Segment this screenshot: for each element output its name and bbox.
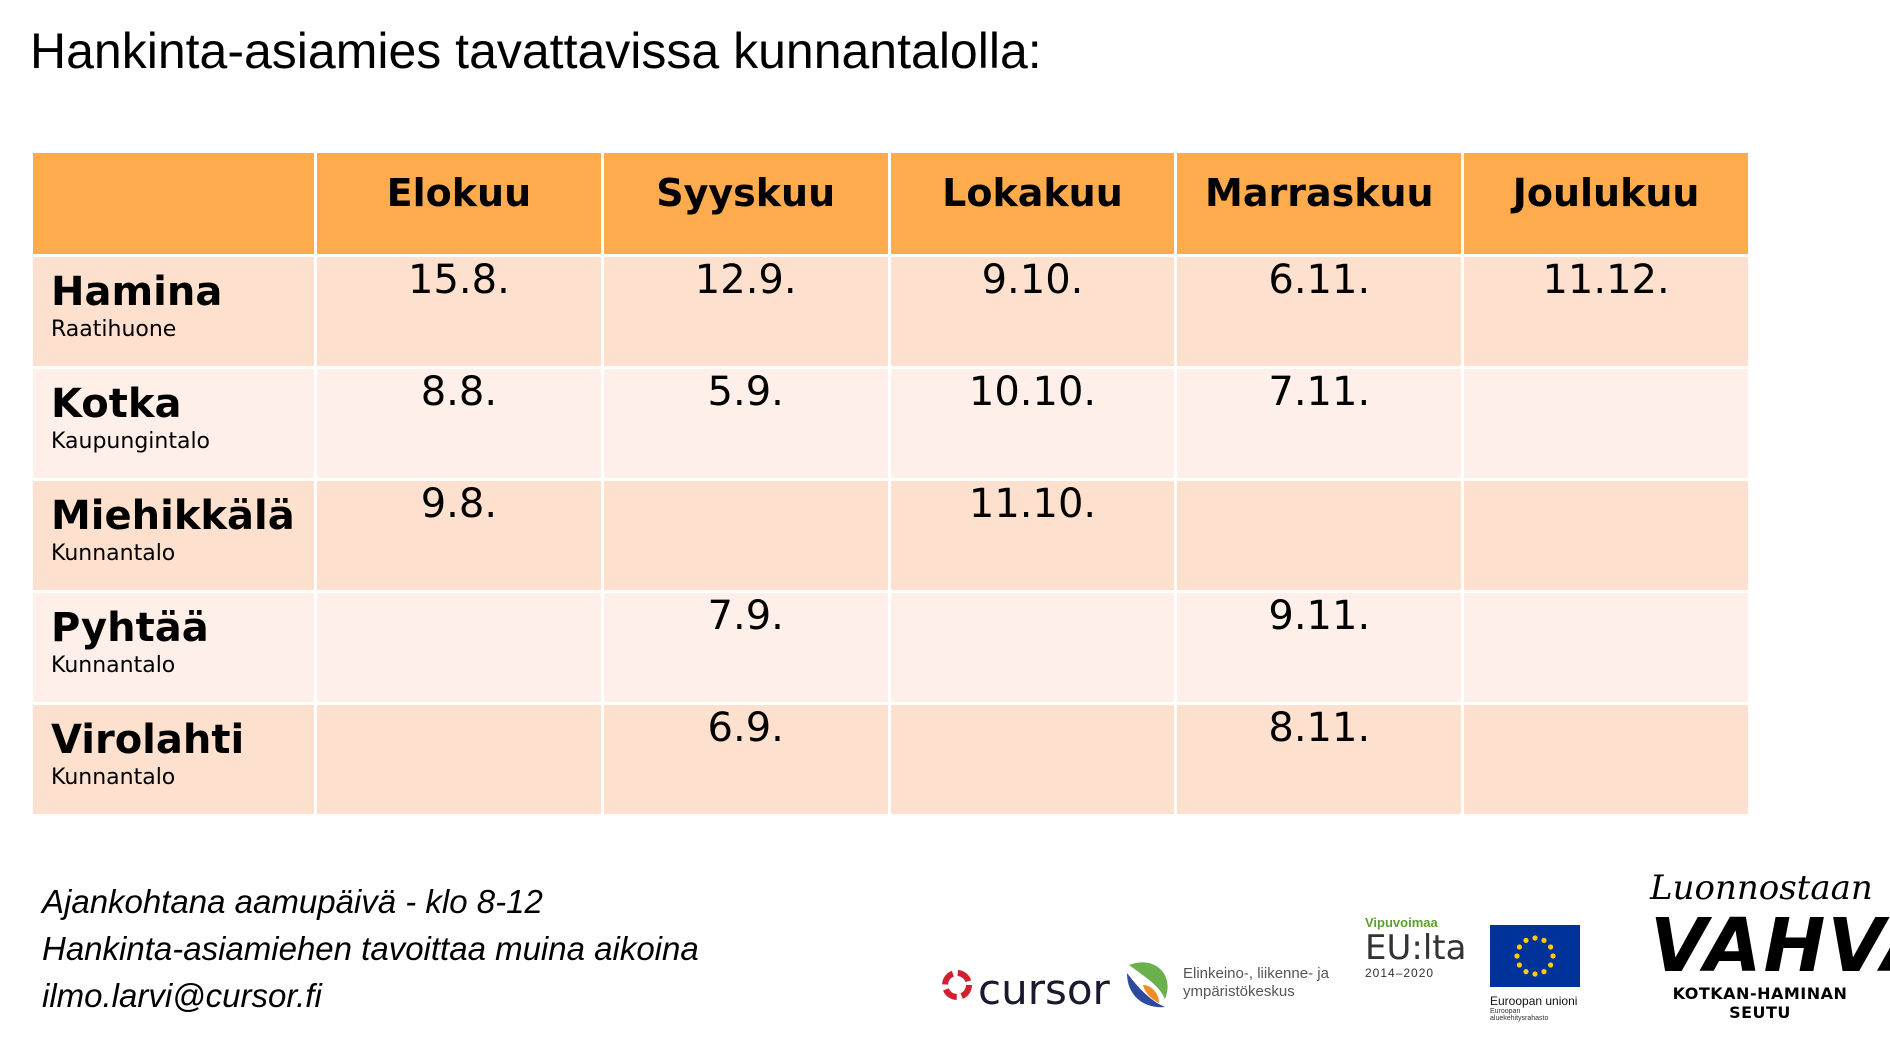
city-name: Miehikkälä [51, 493, 295, 539]
date-cell: 7.11. [1174, 366, 1465, 481]
row-label-cell: Miehikkälä Kunnantalo [30, 478, 317, 593]
date-cell [314, 590, 604, 705]
date-cell: 11.10. [887, 478, 1178, 593]
note-email: ilmo.larvi@cursor.fi [42, 977, 322, 1014]
vahva-script-text: Luonnostaan [1650, 868, 1873, 908]
row-label-cell: Hamina Raatihuone [30, 254, 317, 369]
city-name: Pyhtää [51, 605, 209, 651]
date-cell: 6.9. [600, 702, 891, 817]
venue-name: Kunnantalo [51, 765, 176, 790]
date-cell [1174, 478, 1465, 593]
city-name: Kotka [51, 381, 182, 427]
table-row: Virolahti Kunnantalo 6.9. 8.11. [30, 702, 1751, 817]
row-label-cell: Kotka Kaupungintalo [30, 366, 317, 481]
date-cell: 9.11. [1174, 590, 1465, 705]
table-row: Pyhtää Kunnantalo 7.9. 9.11. [30, 590, 1751, 705]
header-month-syyskuu: Syyskuu [600, 150, 891, 257]
city-name: Virolahti [51, 717, 245, 763]
date-cell: 6.11. [1174, 254, 1465, 369]
cursor-mark-icon [942, 969, 972, 1000]
header-month-marraskuu: Marraskuu [1174, 150, 1465, 257]
ely-text-line1: Elinkeino-, liikenne- ja [1183, 965, 1329, 982]
vipuvoimaa-eu-text: EU:lta [1365, 928, 1467, 968]
date-cell: 5.9. [600, 366, 891, 481]
date-cell [1461, 366, 1751, 481]
note-contact-info: Hankinta-asiamiehen tavoittaa muina aiko… [42, 930, 699, 967]
header-month-lokakuu: Lokakuu [887, 150, 1178, 257]
ely-logo: Elinkeino-, liikenne- ja ympäristökeskus [1125, 955, 1329, 1011]
schedule-table: Elokuu Syyskuu Lokakuu Marraskuu Jouluku… [30, 150, 1751, 817]
page-title: Hankinta-asiamies tavattavissa kunnantal… [30, 23, 1042, 79]
vahva-logo: Luonnostaan VAHVA KOTKAN-HAMINAN SEUTU [1650, 868, 1890, 1022]
date-cell: 8.8. [314, 366, 604, 481]
date-cell [1461, 702, 1751, 817]
table-row: Kotka Kaupungintalo 8.8. 5.9. 10.10. 7.1… [30, 366, 1751, 481]
ely-leaf-icon [1127, 962, 1168, 1008]
city-name: Hamina [51, 269, 223, 315]
date-cell: 7.9. [600, 590, 891, 705]
date-cell [314, 702, 604, 817]
date-cell: 8.11. [1174, 702, 1465, 817]
footer-notes: Ajankohtana aamupäivä - klo 8-12 Hankint… [42, 878, 699, 1019]
header-month-joulukuu: Joulukuu [1461, 150, 1751, 257]
date-cell: 15.8. [314, 254, 604, 369]
table-row: Miehikkälä Kunnantalo 9.8. 11.10. [30, 478, 1751, 593]
date-cell: 12.9. [600, 254, 891, 369]
date-cell [600, 478, 891, 593]
table-row: Hamina Raatihuone 15.8. 12.9. 9.10. 6.11… [30, 254, 1751, 369]
ely-text-line2: ympäristökeskus [1183, 983, 1295, 1000]
vahva-region-text: KOTKAN-HAMINAN SEUTU [1672, 984, 1848, 1022]
date-cell [887, 590, 1178, 705]
venue-name: Kaupungintalo [51, 429, 211, 454]
venue-name: Raatihuone [51, 317, 177, 342]
date-cell: 10.10. [887, 366, 1178, 481]
cursor-logo: cursor [940, 955, 1110, 1014]
vipuvoimaa-label: Vipuvoimaa [1365, 915, 1438, 930]
header-corner-cell [30, 150, 317, 257]
venue-name: Kunnantalo [51, 541, 176, 566]
eu-logo: Euroopan unioni Euroopan aluekehitysraha… [1490, 925, 1580, 1022]
row-label-cell: Pyhtää Kunnantalo [30, 590, 317, 705]
cursor-wordmark: cursor [978, 965, 1110, 1014]
note-time: Ajankohtana aamupäivä - klo 8-12 [42, 883, 543, 920]
date-cell [887, 702, 1178, 817]
vahva-big-text: VAHVA [1650, 903, 1890, 989]
vipuvoimaa-logo: Vipuvoimaa EU:lta 2014–2020 [1365, 915, 1466, 980]
date-cell: 9.8. [314, 478, 604, 593]
eu-caption: Euroopan unioni [1490, 994, 1578, 1008]
venue-name: Kunnantalo [51, 653, 176, 678]
date-cell: 11.12. [1461, 254, 1751, 369]
date-cell: 9.10. [887, 254, 1178, 369]
row-label-cell: Virolahti Kunnantalo [30, 702, 317, 817]
date-cell [1461, 590, 1751, 705]
eu-subcaption: Euroopan aluekehitysrahasto [1490, 1008, 1549, 1022]
date-cell [1461, 478, 1751, 593]
table-header-row: Elokuu Syyskuu Lokakuu Marraskuu Jouluku… [30, 150, 1751, 257]
header-month-elokuu: Elokuu [314, 150, 604, 257]
vipuvoimaa-years: 2014–2020 [1365, 966, 1435, 980]
eu-flag-icon [1490, 925, 1580, 987]
